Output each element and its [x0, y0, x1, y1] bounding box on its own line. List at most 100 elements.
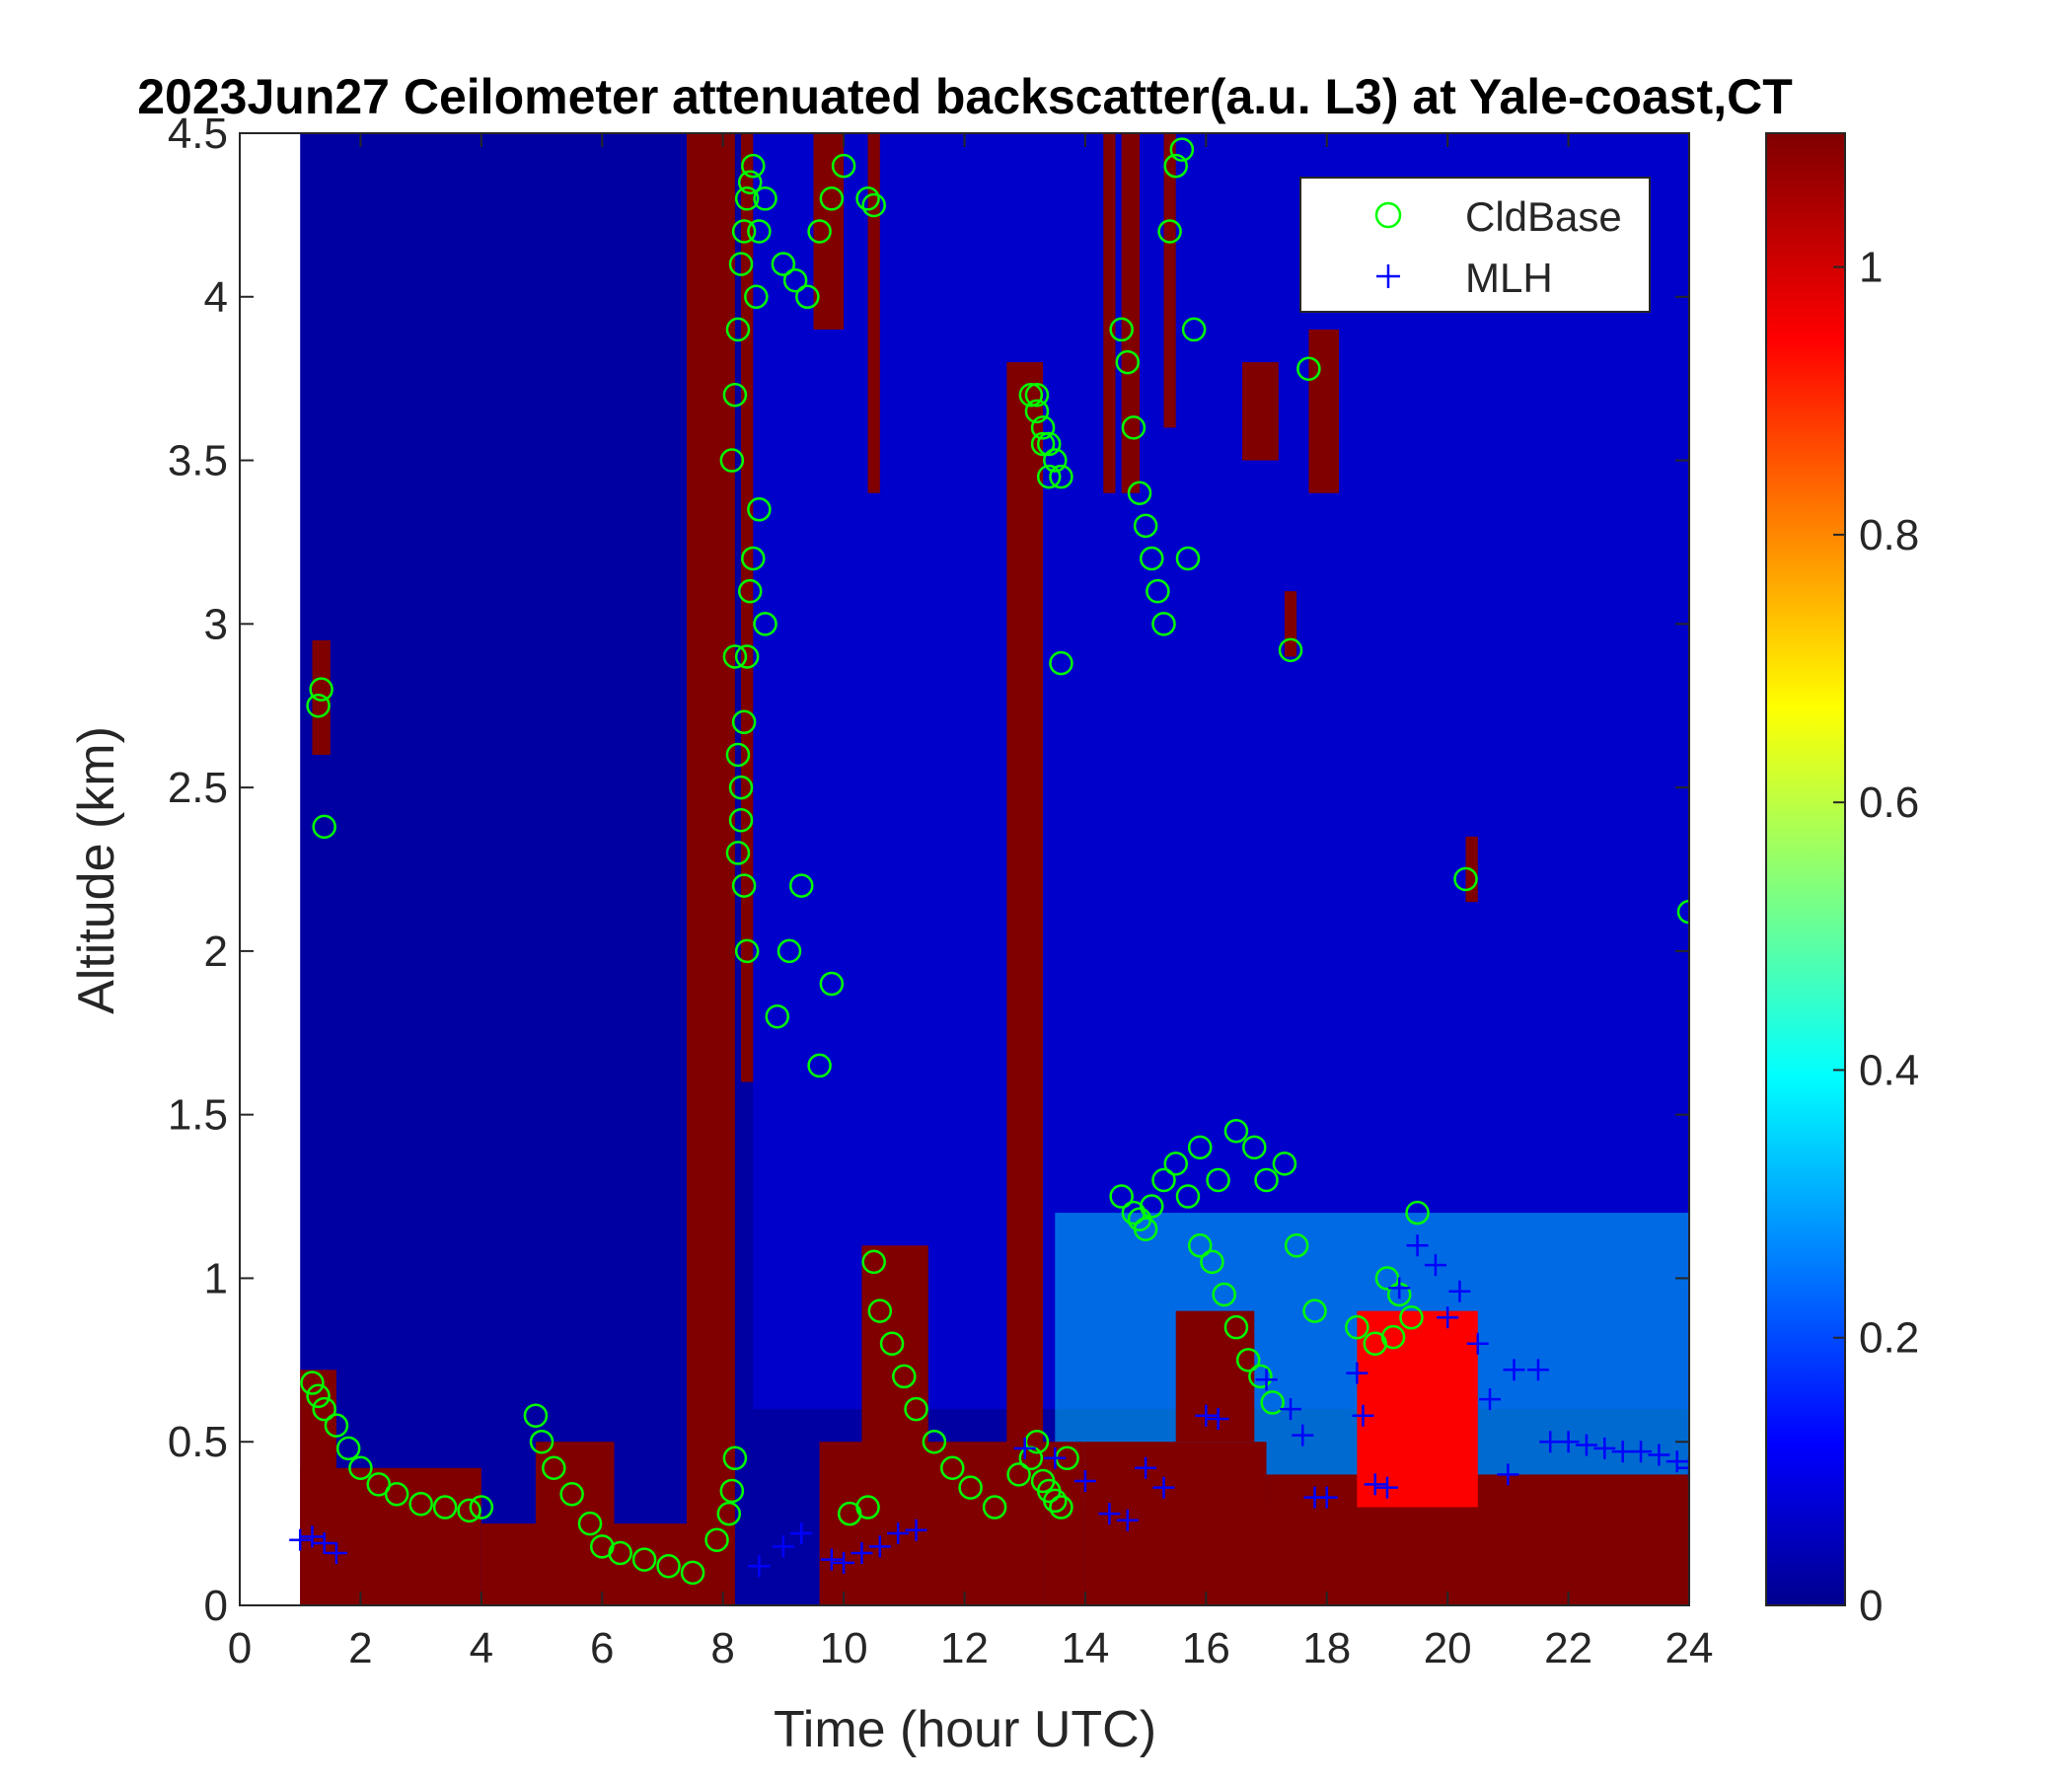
cldbase-point: [892, 1364, 917, 1389]
cldbase-point: [348, 1455, 373, 1480]
cldbase-point: [819, 186, 845, 211]
backscatter-feature-20: [1357, 1310, 1478, 1508]
y-tick-label: 2: [204, 928, 228, 976]
mlh-point: [851, 1541, 873, 1564]
x-tick-label: 6: [590, 1624, 614, 1672]
colorbar-gradient: [1765, 132, 1846, 1606]
mlh-point: [1479, 1388, 1502, 1411]
chart-title: 2023Jun27 Ceilometer attenuated backscat…: [137, 69, 1793, 124]
colorbar-tick-label: 0.2: [1859, 1314, 1919, 1363]
x-tick-label: 14: [1061, 1624, 1109, 1672]
cldbase-point: [855, 186, 880, 211]
backscatter-feature-10: [1006, 362, 1044, 1605]
cldbase-point: [457, 1498, 481, 1523]
cldbase-point: [408, 1491, 433, 1517]
mlh-point: [1665, 1450, 1688, 1473]
cldbase-point: [940, 1455, 965, 1480]
cldbase-point: [1139, 1194, 1164, 1219]
cldbase-point: [728, 252, 754, 276]
cldbase-point: [807, 219, 832, 244]
x-tick-label: 20: [1424, 1624, 1472, 1672]
cldbase-point: [719, 448, 745, 473]
cldbase-point: [1115, 349, 1141, 375]
colorbar-tick-label: 0.6: [1859, 779, 1919, 827]
cldbase-point: [1187, 1233, 1213, 1258]
backscatter-feature-16: [1175, 1310, 1255, 1443]
cldbase-point: [1248, 1364, 1273, 1389]
mlh-point: [1073, 1470, 1096, 1493]
cldbase-point: [731, 873, 757, 898]
mlh-point: [1195, 1404, 1218, 1427]
cldbase-point: [855, 1495, 880, 1520]
cldbase-point: [1163, 1151, 1188, 1176]
cldbase-point: [725, 317, 751, 342]
mlh-point: [1437, 1306, 1459, 1329]
cldbase-point: [747, 219, 772, 244]
cldbase-point: [1024, 382, 1050, 408]
y-tick-label: 4: [204, 273, 228, 322]
colorbar-ticks: 0 0.2 0.4 0.6 0.8 1: [1833, 244, 1919, 1630]
cldbase-point: [1036, 464, 1062, 489]
mlh-point: [1116, 1509, 1139, 1531]
cldbase-point: [807, 1053, 832, 1078]
cldbase-point: [1139, 546, 1164, 571]
cldbase-point: [1036, 431, 1062, 457]
x-tick-label: 10: [820, 1624, 868, 1672]
cldbase-point: [744, 284, 769, 310]
heatmap-noise-band: [753, 133, 1689, 1410]
cldbase-point: [1284, 1233, 1309, 1258]
cldbase-point: [982, 1495, 1007, 1520]
x-tick-label: 2: [348, 1624, 372, 1672]
cldbase-point: [432, 1495, 458, 1520]
y-tick-label: 0.5: [168, 1418, 228, 1466]
y-tick-label: 3.5: [168, 437, 228, 485]
cldbase-point: [725, 742, 751, 768]
cldbase-point: [1169, 137, 1195, 162]
backscatter-feature-1: [300, 1370, 336, 1605]
cldbase-point: [771, 252, 796, 276]
cldbase-point: [306, 693, 331, 718]
cldbase-point: [1175, 546, 1201, 571]
cldbase-point: [722, 1446, 748, 1471]
cldbase-point: [1049, 464, 1073, 489]
x-tick-label: 0: [228, 1624, 252, 1672]
cldbase-point: [1399, 1304, 1424, 1330]
mlh-point: [1611, 1441, 1634, 1463]
cldbase-point: [1260, 1390, 1285, 1415]
mlh-point: [1352, 1404, 1374, 1427]
cldbase-point: [384, 1482, 409, 1507]
cldbase-point: [1151, 612, 1176, 636]
y-tick-label: 2.5: [168, 764, 228, 812]
cldbase-point: [1109, 317, 1134, 342]
cldbase-point: [324, 1413, 349, 1438]
cldbase-point: [1223, 1118, 1249, 1144]
cldbase-point: [1181, 317, 1207, 342]
mlh-point: [325, 1541, 347, 1564]
mlh-point: [887, 1522, 910, 1545]
backscatter-feature-11: [1043, 1442, 1085, 1605]
cldbase-point: [734, 644, 760, 669]
mlh-point: [1013, 1437, 1036, 1459]
cldbase-point: [782, 267, 808, 293]
cldbase-point: [1272, 1151, 1297, 1176]
backscatter-feature-18: [1308, 329, 1339, 493]
mlh-point: [1406, 1234, 1429, 1257]
cldbase-point: [1157, 219, 1182, 244]
backscatter-feature-3: [535, 1442, 615, 1540]
mlh-point: [1648, 1444, 1670, 1466]
cldbase-point: [1405, 1200, 1430, 1225]
cldbase-point: [1018, 382, 1044, 408]
cldbase-point: [542, 1455, 566, 1480]
mlh-point: [1466, 1332, 1489, 1355]
cldbase-point: [1254, 1167, 1279, 1193]
series-cldbase: [300, 137, 1689, 1586]
cldbase-point: [922, 1429, 947, 1454]
cldbase-point: [469, 1495, 494, 1520]
cldbase-point: [737, 578, 763, 604]
cldbase-point: [1175, 1184, 1201, 1209]
y-tick-label: 1.5: [168, 1091, 228, 1140]
cldbase-point: [731, 709, 757, 735]
cldbase-point: [300, 1371, 325, 1395]
cldbase-point: [741, 153, 766, 179]
legend-box: [1299, 177, 1651, 313]
